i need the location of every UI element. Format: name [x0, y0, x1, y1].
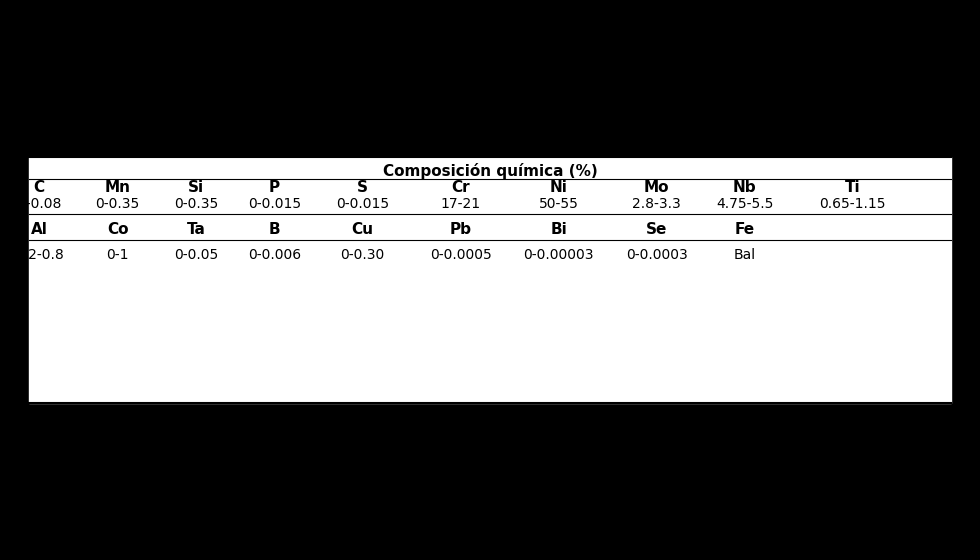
- Text: Cu: Cu: [352, 222, 373, 237]
- Text: 0-0.0003: 0-0.0003: [625, 248, 688, 262]
- Text: 0.2-0.8: 0.2-0.8: [15, 248, 64, 262]
- Text: 0-0.006: 0-0.006: [248, 248, 301, 262]
- Text: Se: Se: [646, 222, 667, 237]
- Text: Mo: Mo: [644, 180, 669, 195]
- Text: 0-1: 0-1: [107, 248, 128, 262]
- Text: Cr: Cr: [451, 180, 470, 195]
- Text: B: B: [269, 222, 280, 237]
- Text: 0-0.08: 0-0.08: [17, 197, 62, 211]
- Text: Fe: Fe: [735, 222, 755, 237]
- Text: Pb: Pb: [450, 222, 471, 237]
- Text: 0-0.015: 0-0.015: [336, 197, 389, 211]
- Text: C: C: [33, 180, 45, 195]
- Text: Si: Si: [188, 180, 204, 195]
- Text: 0.65-1.15: 0.65-1.15: [819, 197, 886, 211]
- Text: Bal: Bal: [734, 248, 756, 262]
- Text: 17-21: 17-21: [441, 197, 480, 211]
- Text: 2.8-3.3: 2.8-3.3: [632, 197, 681, 211]
- Text: 0-0.015: 0-0.015: [248, 197, 301, 211]
- Text: S: S: [357, 180, 368, 195]
- Text: 0-0.30: 0-0.30: [340, 248, 385, 262]
- Text: Al: Al: [30, 222, 48, 237]
- Text: Co: Co: [107, 222, 128, 237]
- Text: 0-0.35: 0-0.35: [173, 197, 219, 211]
- Text: 4.75-5.5: 4.75-5.5: [716, 197, 773, 211]
- Text: 50-55: 50-55: [539, 197, 578, 211]
- Text: Mn: Mn: [105, 180, 130, 195]
- Text: Ti: Ti: [845, 180, 860, 195]
- Text: Bi: Bi: [550, 222, 567, 237]
- Text: Ta: Ta: [186, 222, 206, 237]
- Text: Ni: Ni: [550, 180, 567, 195]
- Text: P: P: [269, 180, 280, 195]
- Text: 0-0.00003: 0-0.00003: [523, 248, 594, 262]
- Bar: [29, 157, 951, 403]
- Text: 0-0.0005: 0-0.0005: [429, 248, 492, 262]
- Text: Composición química (%): Composición química (%): [382, 163, 598, 179]
- Text: 0-0.05: 0-0.05: [173, 248, 219, 262]
- Text: 0-0.35: 0-0.35: [95, 197, 140, 211]
- Text: Nb: Nb: [733, 180, 757, 195]
